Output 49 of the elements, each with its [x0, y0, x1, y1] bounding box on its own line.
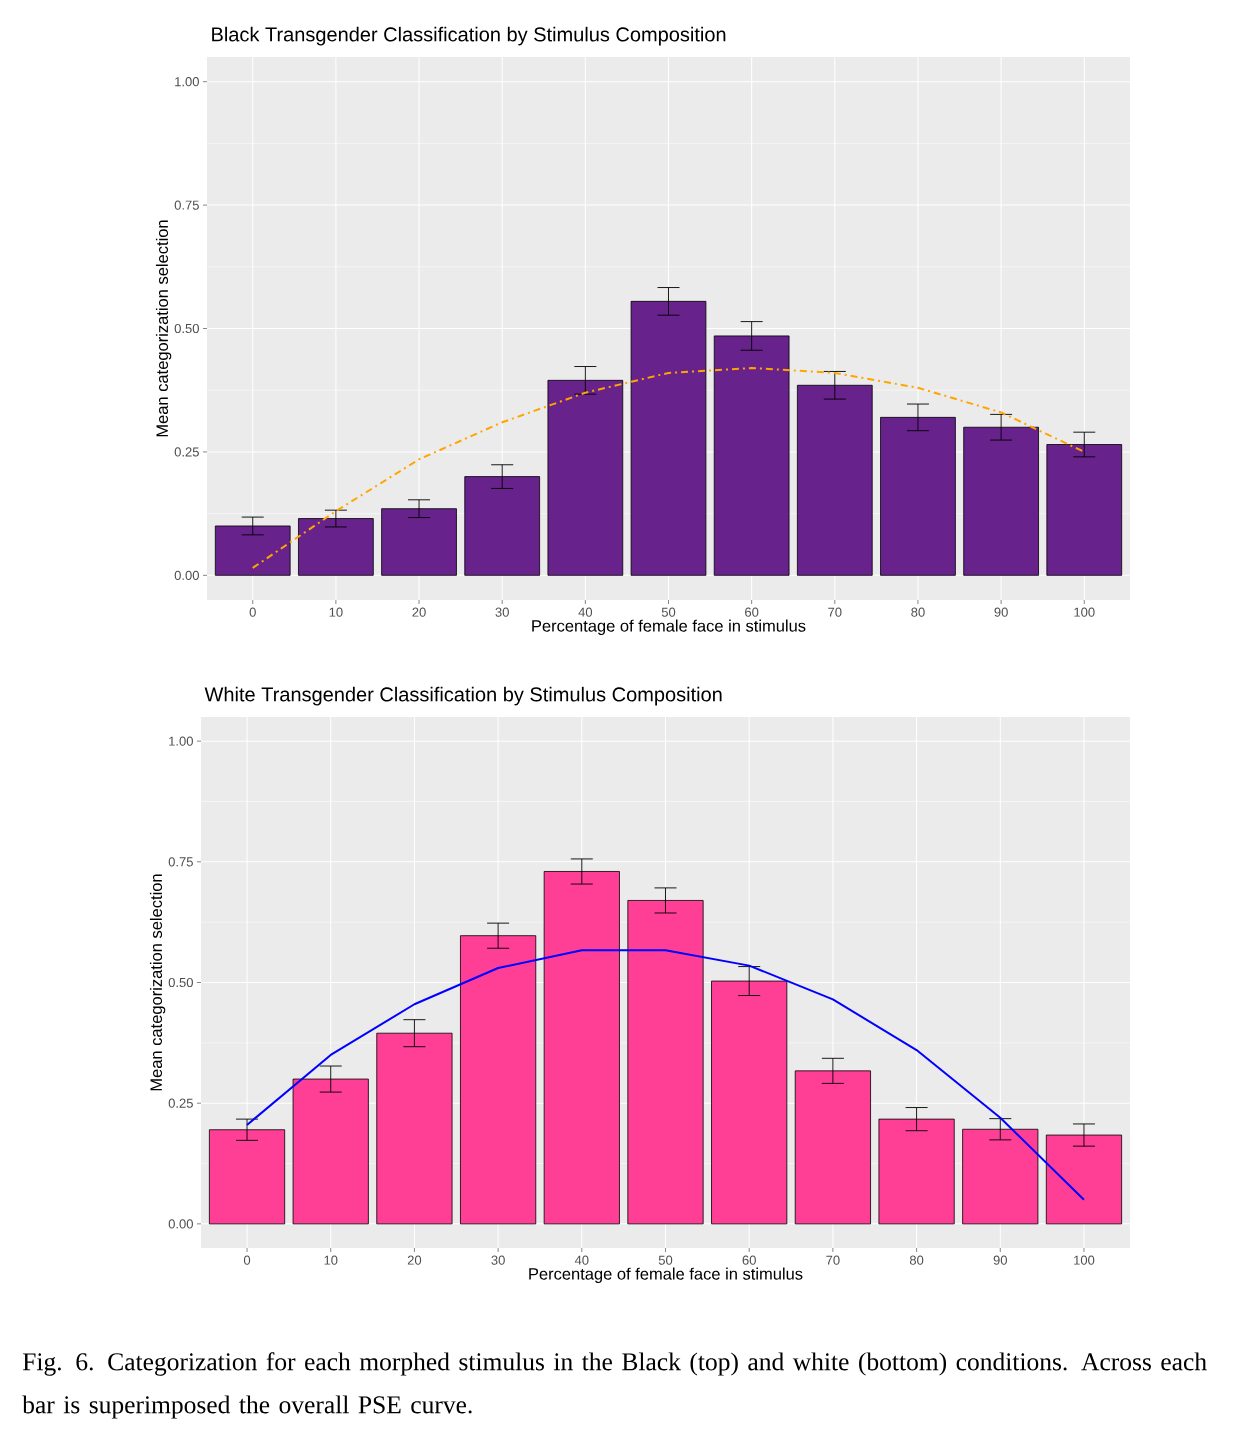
x-tick-label: 100 [1074, 1255, 1095, 1265]
y-tick-label: 0.25 [174, 447, 199, 457]
chart-title: Black Transgender Classification by Stimulus Composition [212, 26, 726, 46]
x-tick-label: 70 [826, 1255, 840, 1265]
x-tick-label: 0 [243, 1255, 251, 1265]
x-tick-label: 10 [324, 1255, 338, 1265]
caption: Fig. 6. Categorization for each morphed stimulus in the Black (top) and white (bottom) conditions. Across each bar is superimposed the overall PSE curve. [22, 1352, 1207, 1419]
x-tick-label: 90 [994, 607, 1008, 617]
bar [543, 871, 620, 1225]
y-axis-title: Mean categorization selection [149, 874, 166, 1091]
x-tick-label: 80 [909, 1255, 924, 1265]
x-axis-title: Percentage of female face in stimulus [529, 1267, 803, 1283]
bar [630, 300, 707, 576]
bar [963, 426, 1039, 576]
x-tick-label: 40 [578, 607, 593, 617]
y-tick-label: 1.00 [175, 77, 199, 87]
bar [962, 1128, 1039, 1225]
bar [880, 416, 956, 576]
bar [796, 384, 873, 576]
y-tick-label: 0.00 [168, 1219, 193, 1229]
x-tick-label: 90 [993, 1255, 1007, 1265]
x-tick-label: 50 [661, 607, 676, 617]
x-tick-label: 0 [249, 607, 256, 617]
x-axis-title: Percentage of female face in stimulus [532, 619, 806, 635]
x-tick-label: 70 [828, 607, 842, 617]
bar [627, 900, 704, 1225]
bar [376, 1032, 453, 1225]
chart-title: White Transgender Classification by Stimulus Composition [204, 686, 722, 706]
y-tick-label: 0.75 [168, 857, 193, 867]
y-tick-label: 1.00 [169, 736, 193, 746]
line-series [246, 949, 1085, 1201]
x-tick-label: 30 [495, 607, 509, 617]
x-tick-label: 50 [658, 1255, 673, 1265]
x-tick-label: 60 [742, 1255, 756, 1265]
x-tick-label: 20 [412, 607, 426, 617]
y-tick-label: 0.50 [174, 323, 199, 334]
y-tick-label: 0.50 [168, 977, 193, 988]
x-tick-label: 60 [745, 607, 759, 617]
x-tick-label: 20 [407, 1255, 422, 1265]
y-tick-label: 0.00 [174, 570, 199, 580]
x-tick-label: 100 [1074, 607, 1095, 617]
y-tick-label: 0.75 [174, 200, 199, 210]
x-tick-label: 40 [574, 1255, 589, 1265]
x-tick-label: 30 [491, 1255, 505, 1265]
y-tick-label: 0.25 [168, 1098, 193, 1108]
x-tick-label: 10 [329, 607, 343, 617]
bar [547, 379, 624, 576]
x-tick-label: 80 [911, 607, 925, 617]
y-axis-title: Mean categorization selection [155, 220, 172, 437]
